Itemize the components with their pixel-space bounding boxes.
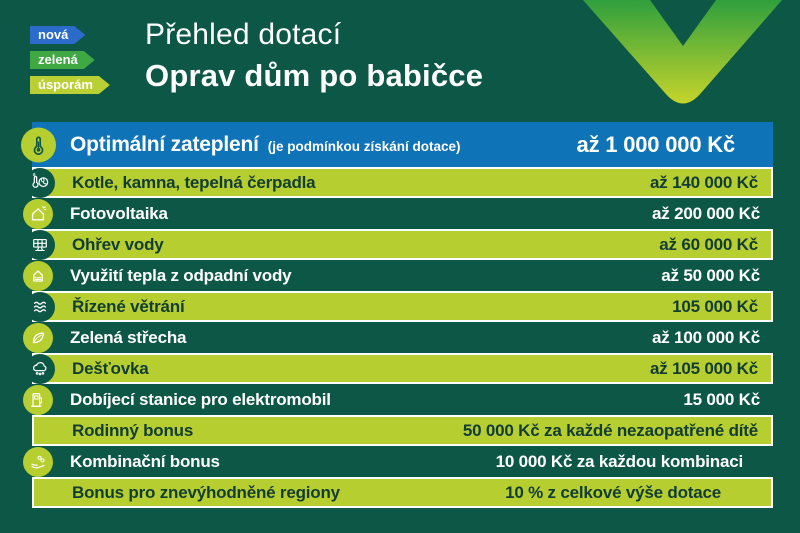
boiler-heatpump-icon (25, 167, 55, 198)
row-amount: 10 % z celkové výše dotace (505, 482, 721, 502)
table-row-vyuziti-tepla: Využití tepla z odpadní vody až 50 000 K… (23, 260, 773, 291)
table-row-destovka: Dešťovka až 105 000 Kč (25, 353, 773, 384)
brand-chevron-icon (583, 0, 782, 104)
row-label: Dešťovka (72, 358, 149, 378)
row-amount: až 60 000 Kč (659, 234, 758, 254)
page-title-line2: Oprav dům po babičce (145, 58, 484, 93)
table-row-fotovoltaika: Fotovoltaika až 200 000 Kč (23, 198, 773, 229)
row-amount: až 200 000 Kč (652, 203, 760, 223)
rain-cloud-icon (25, 353, 55, 384)
solar-house-icon (23, 198, 53, 229)
row-label: Fotovoltaika (70, 203, 168, 223)
row-amount: až 100 000 Kč (652, 327, 760, 347)
table-row-rizene-vetrani: Řízené větrání 105 000 Kč (25, 291, 773, 322)
row-amount: 10 000 Kč za každou kombinaci (495, 451, 744, 471)
row-amount: 15 000 Kč (683, 389, 760, 409)
row-amount: až 50 000 Kč (661, 265, 760, 285)
row-amount: 105 000 Kč (672, 296, 758, 316)
table-row-rodinny-bonus: Rodinný bonus 50 000 Kč za každé nezaopa… (32, 415, 773, 446)
waste-water-heat-icon (23, 260, 53, 291)
subsidy-table: Optimální zateplení (je podmínkou získán… (21, 122, 773, 508)
nova-zelena-usporam-logo: nová zelená úsporám (30, 26, 110, 101)
row-label: Řízené větrání (72, 296, 185, 316)
ventilation-waves-icon (25, 291, 55, 322)
page-title: Přehled dotací Oprav dům po babičce (145, 14, 483, 96)
row-note: (je podmínkou získání dotace) (267, 138, 461, 154)
row-amount: až 105 000 Kč (650, 358, 758, 378)
row-label: Bonus pro znevýhodněné regiony (72, 482, 340, 502)
row-label: Kotle, kamna, tepelná čerpadla (72, 172, 316, 192)
table-row-kotle: Kotle, kamna, tepelná čerpadla až 140 00… (25, 167, 773, 198)
row-amount: až 1 000 000 Kč (576, 131, 736, 157)
row-label: Zelená střecha (70, 327, 187, 347)
table-row-optimalni-zatepleni: Optimální zateplení (je podmínkou získán… (21, 122, 773, 167)
row-amount: 50 000 Kč za každé nezaopatřené dítě (462, 420, 758, 440)
logo-arrow-zelena: zelená (30, 51, 95, 69)
row-label: Ohřev vody (72, 234, 164, 254)
hand-coins-icon (23, 446, 53, 477)
table-row-zelena-strecha: Zelená střecha až 100 000 Kč (23, 322, 773, 353)
solar-panel-icon (25, 229, 55, 260)
row-label: Kombinační bonus (70, 451, 220, 471)
row-label: Využití tepla z odpadní vody (70, 265, 292, 285)
table-row-kombinacni-bonus: Kombinační bonus 10 000 Kč za každou kom… (23, 446, 773, 477)
table-row-ohrev-vody: Ohřev vody až 60 000 Kč (25, 229, 773, 260)
row-label-group: Optimální zateplení (je podmínkou získán… (70, 133, 461, 157)
ev-charger-icon (23, 384, 53, 415)
page-title-line1: Přehled dotací (145, 18, 342, 51)
thermometer-icon (21, 127, 56, 162)
table-row-dobijeci-stanice: Dobíjecí stanice pro elektromobil 15 000… (23, 384, 773, 415)
table-row-bonus-regiony: Bonus pro znevýhodněné regiony 10 % z ce… (32, 477, 773, 508)
leaf-icon (23, 322, 53, 353)
logo-arrow-nova: nová (30, 26, 85, 44)
row-amount: až 140 000 Kč (650, 172, 758, 192)
row-label: Optimální zateplení (70, 132, 259, 156)
row-label: Rodinný bonus (72, 420, 194, 440)
row-label: Dobíjecí stanice pro elektromobil (70, 389, 331, 409)
logo-arrow-usporam: úsporám (30, 76, 110, 94)
